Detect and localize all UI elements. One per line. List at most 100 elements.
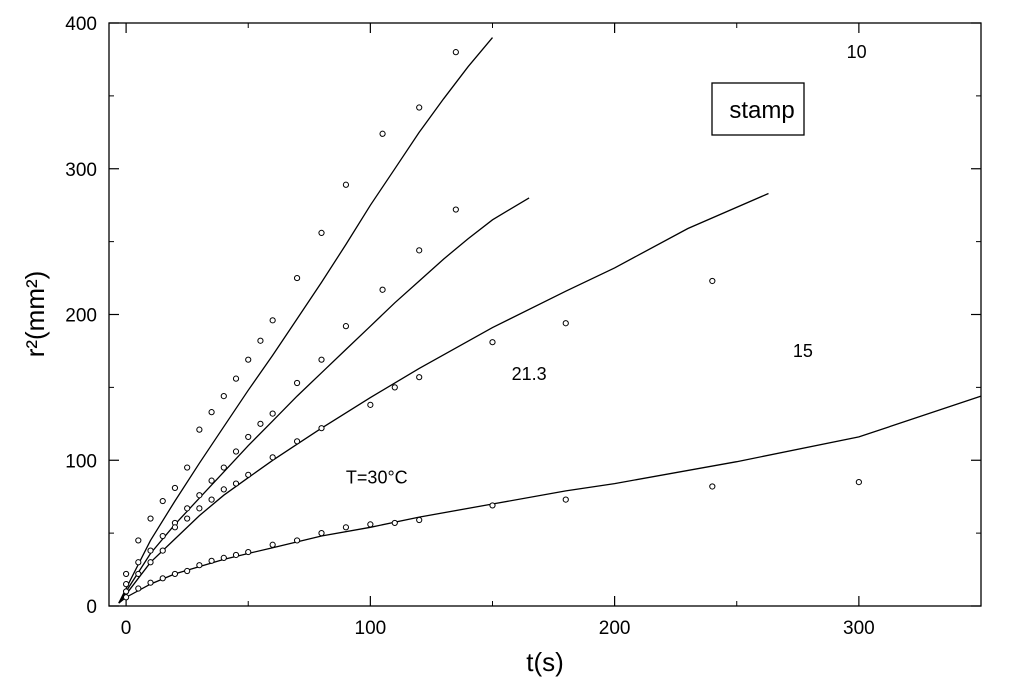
data-point [245, 433, 252, 441]
data-point [232, 375, 240, 382]
data-point [379, 286, 386, 293]
x-tick-label: 200 [599, 618, 631, 639]
data-point [318, 530, 325, 537]
data-point [122, 581, 130, 588]
data-point [245, 356, 252, 363]
y-tick-label: 0 [86, 597, 97, 618]
data-point [391, 384, 398, 391]
data-point [257, 420, 264, 427]
data-point [342, 181, 350, 188]
data-point [342, 323, 350, 330]
data-point [489, 339, 496, 346]
data-point [135, 570, 142, 578]
data-point [171, 484, 179, 492]
data-point [293, 537, 301, 544]
data-point [196, 492, 203, 499]
data-point [196, 505, 203, 512]
data-point [122, 594, 130, 601]
stamp-box: stamp [711, 82, 805, 136]
data-point [709, 483, 716, 490]
data-point [416, 374, 423, 381]
data-point [269, 410, 276, 417]
x-axis-ticks: 0 100 200 300 [121, 23, 875, 639]
data-point [159, 497, 166, 505]
stamp-label: stamp [729, 97, 794, 124]
data-point [122, 570, 130, 578]
data-point [269, 317, 276, 324]
data-point [135, 559, 142, 566]
curve-label: 21.3 [512, 364, 547, 384]
data-point [416, 247, 423, 254]
fit-curve [118, 395, 982, 604]
y-tick-label: 300 [65, 160, 97, 181]
y-axis-title: r²(mm²) [20, 271, 50, 358]
data-point [184, 515, 191, 522]
data-point [184, 567, 191, 575]
data-point [269, 454, 276, 461]
data-point [232, 551, 240, 559]
data-point [379, 130, 386, 137]
data-point [367, 401, 374, 408]
y-axis-ticks: 0 100 200 300 400 [65, 14, 981, 618]
data-point [293, 379, 301, 387]
fit-curve [118, 197, 530, 604]
data-point [220, 486, 227, 493]
data-point [709, 277, 716, 285]
data-point [245, 471, 252, 478]
x-tick-label: 100 [355, 618, 387, 639]
curve-label: T=30°C [346, 468, 408, 488]
data-point [208, 496, 215, 503]
data-points [122, 49, 862, 601]
curve-label: 15 [793, 341, 813, 361]
data-point [220, 554, 227, 562]
data-point [416, 104, 423, 111]
data-point [452, 206, 459, 213]
data-point [220, 464, 227, 471]
data-point [159, 575, 166, 582]
plot-frame [108, 22, 982, 607]
data-point [135, 537, 142, 544]
data-point [196, 562, 203, 569]
data-point [245, 548, 252, 556]
data-point [208, 557, 215, 564]
data-point [147, 547, 154, 554]
y-tick-label: 200 [65, 306, 97, 327]
data-point [208, 477, 215, 484]
data-point [171, 570, 179, 578]
data-point [416, 516, 423, 524]
data-point [562, 320, 569, 327]
curve-labels: T=30°C 21.3 15 10 [346, 42, 867, 488]
data-point [159, 547, 166, 554]
data-point [318, 229, 325, 236]
data-point [159, 532, 166, 540]
y-tick-label: 400 [65, 14, 97, 35]
x-axis-title: t(s) [526, 647, 564, 677]
data-point [184, 505, 191, 512]
data-point [232, 480, 240, 487]
data-point [208, 409, 215, 416]
data-point [220, 393, 227, 400]
data-point [232, 448, 240, 455]
curve-label: 10 [847, 42, 867, 62]
data-point [562, 496, 569, 503]
data-point [147, 559, 154, 566]
data-point [147, 515, 154, 522]
data-point [318, 425, 325, 432]
data-point [489, 502, 496, 509]
data-point [257, 337, 264, 344]
data-point [452, 49, 459, 56]
data-point [184, 464, 191, 471]
data-point [196, 426, 203, 433]
data-point [269, 541, 276, 548]
data-point [367, 521, 374, 528]
data-point [318, 356, 325, 363]
data-point [171, 524, 179, 531]
x-tick-label: 0 [121, 618, 132, 639]
y-tick-label: 100 [65, 451, 97, 472]
fit-curve [118, 192, 769, 604]
data-point [293, 274, 301, 282]
data-point [147, 579, 154, 586]
data-point [122, 588, 130, 595]
data-point [855, 479, 862, 486]
